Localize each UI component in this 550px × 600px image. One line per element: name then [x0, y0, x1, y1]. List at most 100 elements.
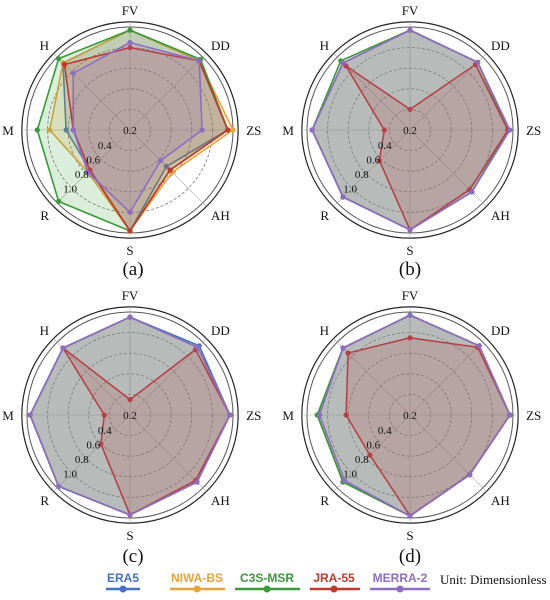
axis-label-s: S [406, 528, 413, 543]
tick-label: 1.0 [343, 184, 357, 196]
spoke-line [333, 129, 411, 207]
data-point-merra-2 [407, 513, 413, 519]
legend-label-c3s-msr: C3S-MSR [240, 571, 294, 585]
axis-label-h: H [40, 323, 49, 338]
tick-label: 0.8 [75, 169, 89, 181]
radar-panel-3: 0.2 0.4 0.6 0.8 1.0 FV DD ZS AH S R M H (d) [282, 288, 541, 567]
radar-panel-2: 0.2 0.4 0.6 0.8 1.0 FV DD ZS AH S R M H (c) [2, 288, 261, 567]
data-point-merra-2 [56, 483, 62, 489]
axis-label-dd: DD [211, 38, 230, 53]
data-point-jra-55 [407, 106, 413, 112]
tick-label: 0.4 [98, 140, 112, 152]
data-point-merra-2 [340, 345, 346, 351]
data-point-merra-2 [195, 344, 201, 350]
radar-panel-1: 0.2 0.4 0.6 0.8 1.0 FV DD ZS AH S R M H (b) [282, 3, 541, 280]
tick-label: 0.2 [403, 410, 417, 422]
legend-item-merra-2: MERRA-2 [370, 571, 430, 593]
data-point-jra-55 [407, 335, 413, 341]
legend: ERA5 NIWA-BS C3S-MSR JRA-55 MERRA-2 Unit… [106, 571, 547, 593]
data-point-era5 [163, 163, 169, 169]
panel-label: (c) [122, 546, 143, 567]
tick-label: 0.6 [86, 155, 100, 167]
axis-label-fv: FV [122, 3, 139, 18]
data-point-merra-2 [60, 345, 66, 351]
data-point-merra-2 [507, 412, 513, 418]
legend-label-merra-2: MERRA-2 [373, 571, 428, 585]
data-point-merra-2 [85, 169, 91, 175]
axis-label-zs: ZS [526, 408, 541, 423]
tick-label: 0.4 [378, 140, 392, 152]
legend-item-niwa-bs: NIWA-BS [170, 571, 225, 593]
axis-label-ah: AH [491, 208, 510, 223]
data-point-merra-2 [341, 477, 348, 484]
axis-label-dd: DD [211, 323, 230, 338]
data-point-merra-2 [407, 27, 413, 33]
tick-label: 1.0 [343, 469, 357, 481]
tick-label: 0.6 [366, 440, 380, 452]
legend-label-era5: ERA5 [107, 571, 139, 585]
spoke-line [129, 53, 207, 131]
tick-label: 0.2 [403, 125, 417, 137]
data-point-merra-2 [70, 127, 76, 133]
data-point-merra-2 [199, 127, 205, 133]
axis-label-fv: FV [402, 3, 419, 18]
axis-label-m: M [282, 408, 294, 423]
tick-label: 0.6 [366, 155, 380, 167]
axis-label-h: H [40, 38, 49, 53]
tick-label: 0.4 [98, 425, 112, 437]
data-point-niwa-bs [230, 127, 236, 133]
tick-label: 0.8 [75, 454, 89, 466]
data-point-jra-55 [345, 350, 351, 356]
data-point-jra-55 [367, 452, 373, 458]
axis-label-fv: FV [402, 288, 419, 303]
tick-label: 0.6 [86, 440, 100, 452]
panel-label: (d) [399, 546, 421, 567]
axis-label-dd: DD [491, 323, 510, 338]
axis-label-s: S [126, 243, 133, 258]
data-point-c3s-msr [56, 56, 62, 62]
radar-panel-0: 0.2 0.4 0.6 0.8 1.0 FV DD ZS AH S R M H (a) [2, 3, 261, 280]
data-point-jra-55 [381, 127, 387, 133]
axis-label-m: M [2, 408, 14, 423]
data-point-merra-2 [340, 194, 346, 200]
tick-label: 0.8 [355, 169, 369, 181]
legend-item-era5: ERA5 [106, 571, 140, 593]
data-point-jra-55 [343, 412, 349, 418]
axis-label-s: S [406, 243, 413, 258]
data-point-c3s-msr [56, 198, 62, 204]
data-point-merra-2 [309, 127, 315, 133]
data-point-jra-55 [61, 61, 68, 68]
tick-label: 1.0 [63, 184, 77, 196]
axis-label-r: R [40, 493, 49, 508]
data-point-merra-2 [158, 158, 164, 164]
spoke-line [409, 338, 487, 416]
data-point-jra-55 [167, 167, 173, 173]
axis-label-m: M [282, 123, 294, 138]
data-point-merra-2 [407, 227, 413, 233]
legend-label-niwa-bs: NIWA-BS [171, 571, 223, 585]
data-point-jra-55 [127, 45, 133, 51]
axis-label-r: R [40, 208, 49, 223]
tick-label: 1.0 [63, 469, 77, 481]
panel-label: (b) [399, 259, 421, 280]
axis-label-m: M [2, 123, 14, 138]
data-point-merra-2 [316, 412, 322, 418]
data-point-merra-2 [340, 60, 346, 66]
axis-label-s: S [126, 528, 133, 543]
data-point-merra-2 [475, 59, 481, 65]
axis-label-zs: ZS [246, 408, 261, 423]
legend-label-jra-55: JRA-55 [313, 571, 355, 585]
panel-label: (a) [122, 259, 143, 280]
axis-label-zs: ZS [526, 123, 541, 138]
tick-label: 0.8 [355, 454, 369, 466]
data-point-merra-2 [196, 58, 202, 64]
axis-label-ah: AH [211, 493, 230, 508]
data-point-era5 [63, 127, 69, 133]
axis-label-fv: FV [122, 288, 139, 303]
radar-panels: 0.2 0.4 0.6 0.8 1.0 FV DD ZS AH S R M H (a) 0.2 0.4 0.6 0… [2, 3, 541, 567]
data-point-merra-2 [227, 412, 233, 418]
axis-label-ah: AH [491, 493, 510, 508]
axis-label-h: H [320, 38, 329, 53]
data-point-merra-2 [469, 189, 475, 195]
spoke-line [53, 129, 131, 207]
